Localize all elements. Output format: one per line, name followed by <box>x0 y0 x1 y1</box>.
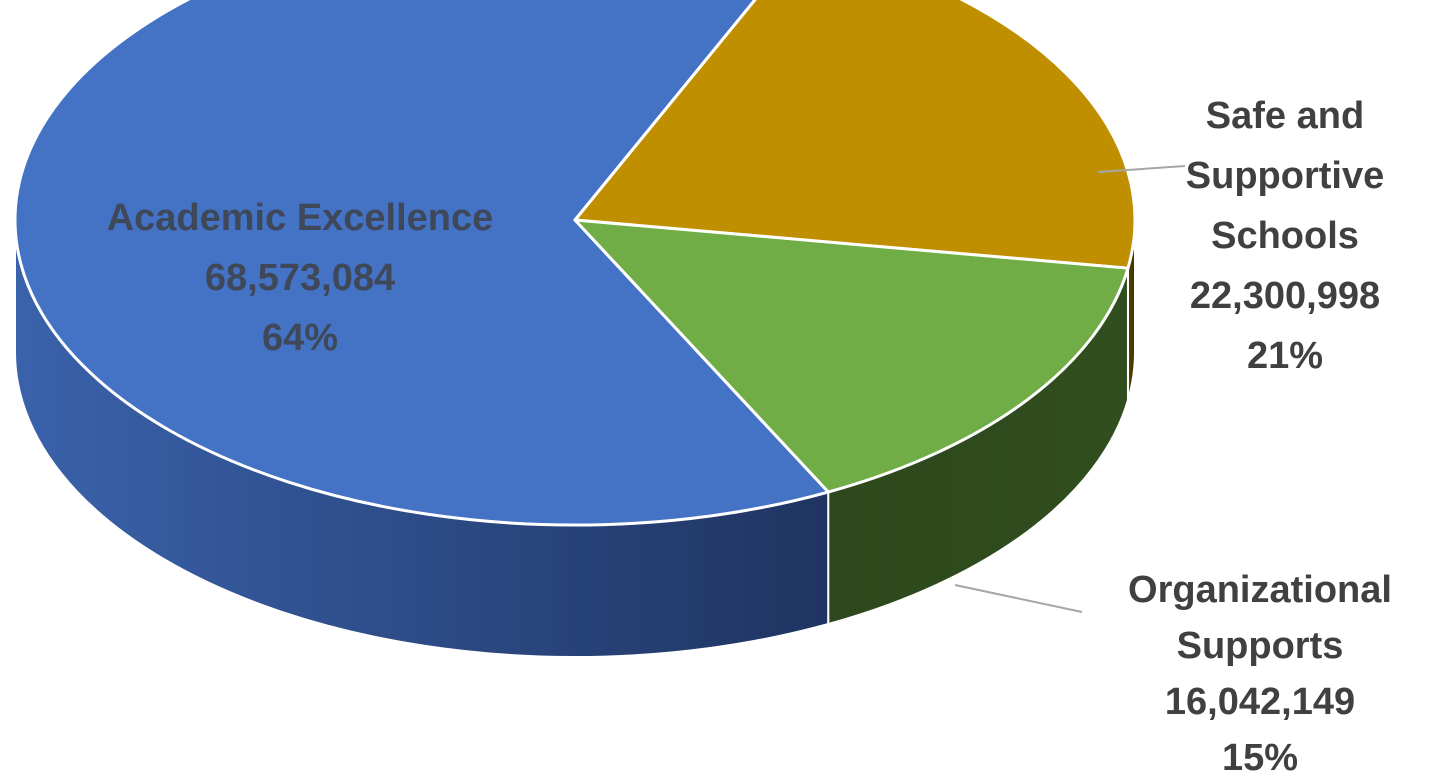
leader-lines <box>954 165 1186 613</box>
leader-line-organizational-supports <box>954 584 1083 613</box>
slice-value-label: 22,300,998 <box>1189 275 1381 317</box>
slice-category-label: Safe and <box>1205 95 1365 137</box>
slice-category-label: Supports <box>1176 625 1344 667</box>
slice-percent-label: 64% <box>261 317 339 359</box>
slice-category-label: Schools <box>1211 215 1359 257</box>
slice-percent-label: 21% <box>1246 335 1324 377</box>
slice-label-academic-excellence: Academic Excellence 68,573,084 64% <box>60 188 540 368</box>
slice-category-label: Organizational <box>1128 569 1392 611</box>
slice-category-label: Supportive <box>1185 155 1385 197</box>
slice-value-label: 68,573,084 <box>204 257 396 299</box>
slice-category-label: Academic Excellence <box>106 197 494 239</box>
pie-slice-organizational-supports <box>573 218 1130 494</box>
slice-label-organizational-supports: Organizational Supports 16,042,149 15% <box>1100 562 1420 784</box>
pie-slice-academic-excellence <box>13 0 830 527</box>
slice-value-label: 16,042,149 <box>1164 681 1356 723</box>
pie-slice-safe-and-supportive-schools <box>573 0 1137 270</box>
leader-line-safe-and-supportive-schools <box>1097 165 1186 173</box>
pie-slices <box>13 0 1137 527</box>
slice-label-safe-and-supportive-schools: Safe and Supportive Schools 22,300,998 2… <box>1160 86 1410 386</box>
slice-percent-label: 15% <box>1221 737 1299 779</box>
